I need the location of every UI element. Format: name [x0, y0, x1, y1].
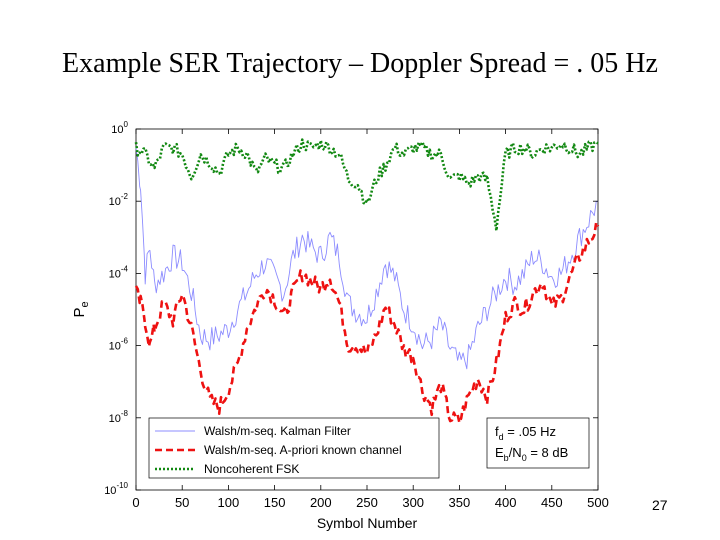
legend-box — [148, 417, 440, 479]
legend-label-2: Walsh/m-seq. A-priori known channel — [204, 443, 402, 457]
legend-label-1: Walsh/m-seq. Kalman Filter — [204, 424, 351, 438]
y-tick-label: 10-10 — [104, 481, 128, 497]
x-tick-label: 450 — [541, 495, 563, 510]
x-tick-label: 0 — [132, 495, 139, 510]
page-number: 27 — [652, 497, 668, 513]
slide-title: Example SER Trajectory – Doppler Spread … — [62, 48, 658, 79]
x-tick-label: 500 — [587, 495, 609, 510]
legend: Walsh/m-seq. Kalman Filter Walsh/m-seq. A… — [148, 417, 440, 479]
y-tick-label: 10-8 — [109, 409, 129, 425]
x-tick-label: 150 — [264, 495, 286, 510]
series-line-1 — [135, 148, 599, 370]
annotation: fd = .05 Hz Eb/N0 = 8 dB — [486, 417, 590, 469]
y-axis-label: Pe — [71, 301, 91, 317]
annotation-doppler: fd = .05 Hz — [495, 424, 556, 442]
y-tick-label: 100 — [111, 120, 128, 136]
annotation-box — [486, 417, 590, 469]
y-tick-label: 10-2 — [109, 192, 129, 208]
series-line-2 — [134, 221, 600, 424]
annotation-snr: Eb/N0 = 8 dB — [495, 445, 568, 463]
y-tick-label: 10-6 — [109, 337, 129, 353]
x-tick-label: 100 — [218, 495, 240, 510]
x-tick-label: 50 — [175, 495, 189, 510]
x-tick-label: 300 — [402, 495, 424, 510]
legend-label-3: Noncoherent FSK — [204, 462, 299, 476]
x-tick-label: 400 — [495, 495, 517, 510]
x-axis-label: Symbol Number — [317, 515, 418, 531]
x-tick-label: 250 — [356, 495, 378, 510]
series-line-3 — [134, 138, 599, 232]
y-tick-label: 10-4 — [109, 264, 129, 280]
x-tick-label: 350 — [449, 495, 471, 510]
x-tick-label: 200 — [310, 495, 332, 510]
